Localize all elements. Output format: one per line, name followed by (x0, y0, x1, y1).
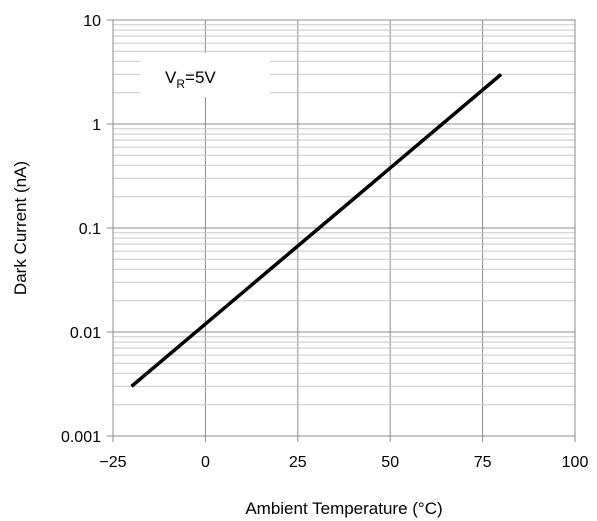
y-tick-labels: 0.001 0.01 0.1 1 10 (61, 13, 113, 446)
annotation-rest: =5V (185, 68, 216, 87)
x-tick-label: −25 (99, 454, 126, 471)
annotation-subscript: R (176, 77, 185, 91)
y-tick-label: 0.001 (61, 429, 101, 446)
series-line (131, 74, 501, 386)
annotation-main: V (165, 68, 177, 87)
x-tick-label: 0 (201, 454, 210, 471)
y-tick-label: 0.1 (79, 221, 101, 238)
x-tick-label: 75 (474, 454, 492, 471)
x-tick-label: 100 (562, 454, 589, 471)
y-tick-label: 1 (92, 117, 101, 134)
x-tick-label: 50 (381, 454, 399, 471)
x-axis-title: Ambient Temperature (°C) (245, 499, 442, 518)
x-tick-labels: −25 0 25 50 75 100 (99, 436, 588, 471)
x-tick-label: 25 (289, 454, 307, 471)
y-tick-label: 10 (83, 13, 101, 30)
y-axis-title: Dark Current (nA) (11, 161, 30, 295)
y-tick-label: 0.01 (70, 325, 101, 342)
annotation-box: VR=5V (140, 53, 270, 97)
series (131, 74, 501, 386)
